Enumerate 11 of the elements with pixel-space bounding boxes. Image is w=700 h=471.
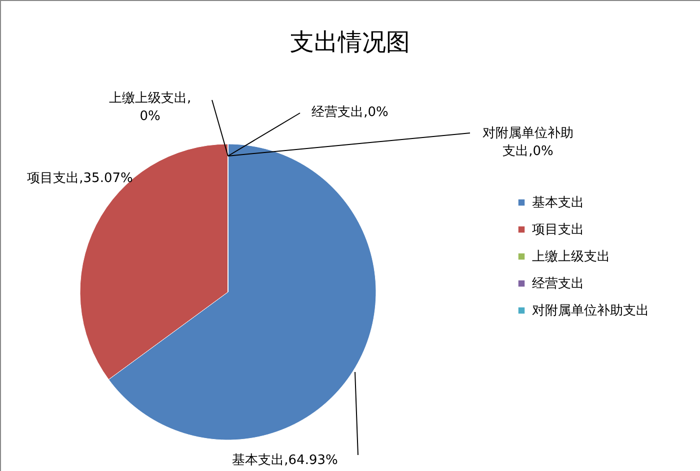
legend-label: 对附属单位补助支出 [532, 304, 649, 318]
text: 对附属单位补助支出,0% [482, 126, 574, 159]
text: 经营支出,0% [312, 105, 388, 120]
data-label: 项目支出,35.07% [27, 171, 133, 186]
data-label: 基本支出,64.93% [232, 453, 338, 468]
legend-label: 项目支出 [532, 222, 584, 238]
chart-title: 支出情况图 [290, 28, 410, 56]
legend-label: 基本支出 [532, 196, 584, 210]
legend-label: 上缴上级支出 [532, 250, 610, 264]
text: 上缴上级支出,0% [108, 91, 192, 124]
legend-label: 经营支出 [532, 276, 584, 292]
